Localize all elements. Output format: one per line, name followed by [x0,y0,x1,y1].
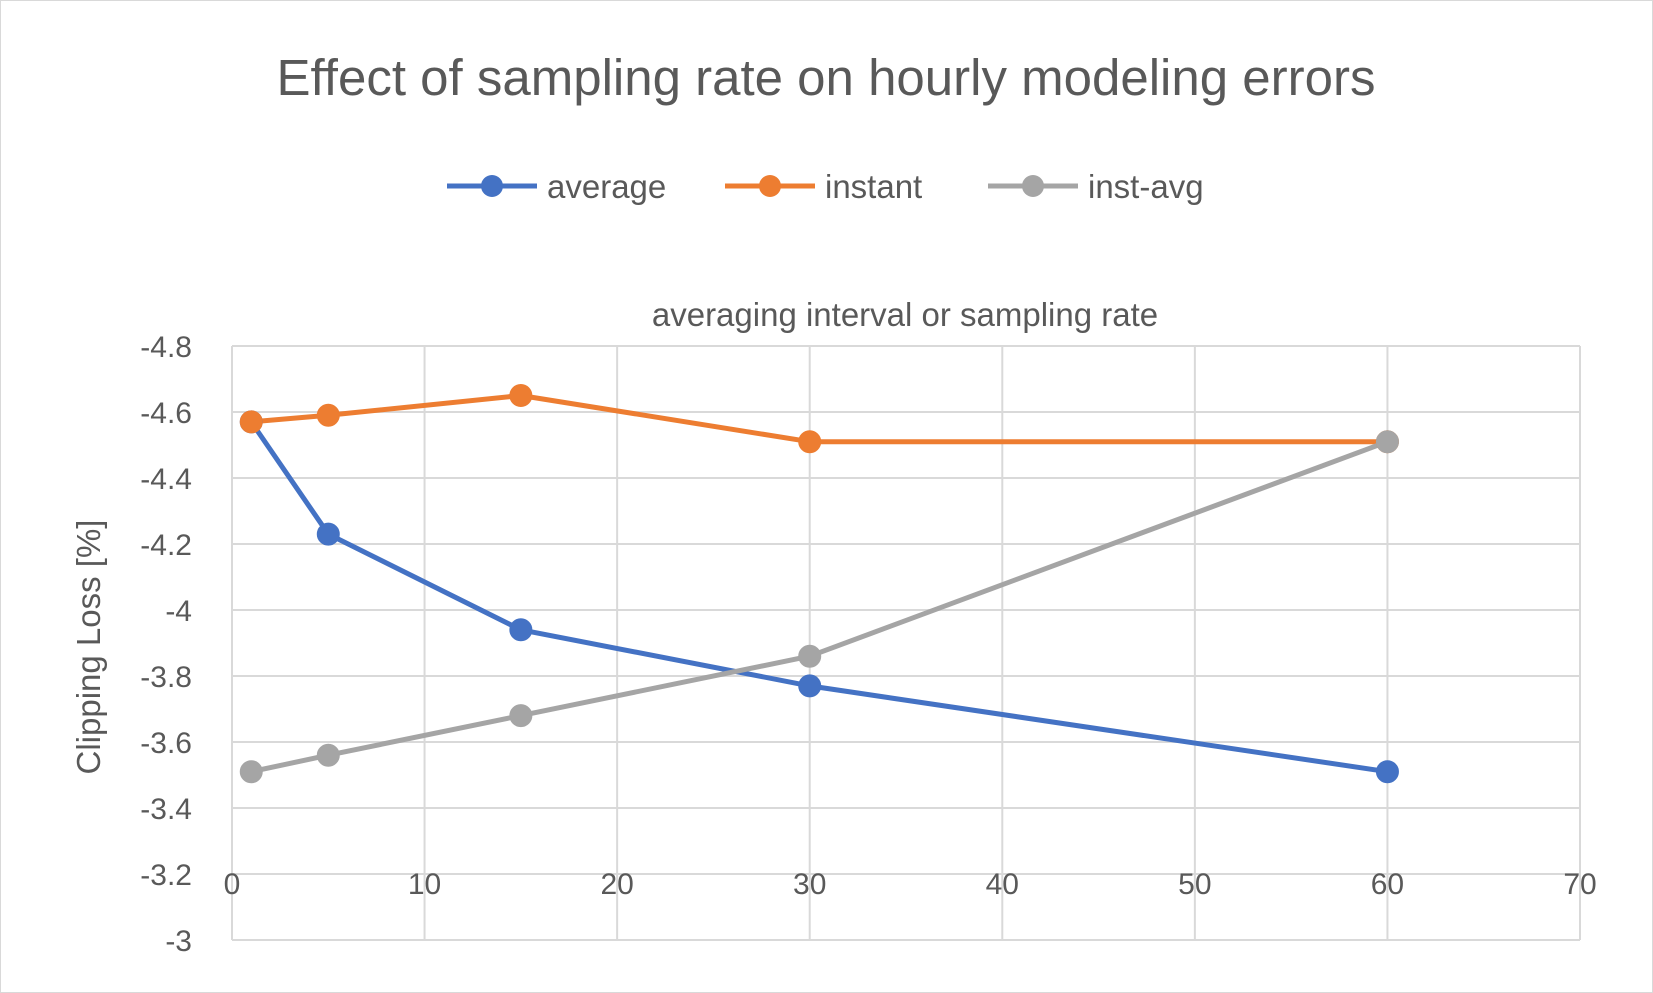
series-line-inst-avg [250,439,1389,775]
y-tick-label: -3 [165,925,192,958]
y-tick-label: -4.2 [140,529,192,562]
legend-marker-inst-avg [1022,175,1044,197]
y-tick-label: -4.8 [140,331,192,364]
y-tick-label: -4 [165,595,192,628]
x-axis-title: averaging interval or sampling rate [652,296,1158,333]
data-point-inst-avg [798,644,822,668]
data-point-instant [239,410,263,434]
y-tick-label: -3.2 [140,859,192,892]
x-tick-label: 30 [793,868,826,901]
y-tick-label: -3.4 [140,793,192,826]
x-tick-label: 40 [986,868,1019,901]
series-line-instant [251,393,1388,445]
x-tick-label: 50 [1178,868,1211,901]
legend-label-instant: instant [825,168,922,205]
data-point-average [509,618,533,642]
x-tick-label: 10 [408,868,441,901]
series-group [239,384,1399,784]
data-point-inst-avg [316,743,340,767]
chart-title: Effect of sampling rate on hourly modeli… [277,49,1376,106]
legend-label-average: average [547,168,666,205]
x-tick-label: 70 [1563,868,1596,901]
data-point-inst-avg [1375,430,1399,454]
x-tick-label: 20 [600,868,633,901]
data-point-inst-avg [509,704,533,728]
x-tick-label: 0 [224,868,241,901]
legend-marker-average [481,175,503,197]
legend: average instant inst-avg [447,168,1204,205]
x-tick-label: 60 [1371,868,1404,901]
data-point-instant [509,384,533,407]
data-point-instant [798,430,822,454]
data-point-average [798,674,822,698]
legend-marker-instant [759,175,781,197]
data-point-average [1375,760,1399,784]
y-tick-labels: -4.8 -4.6 -4.4 -4.2 -4 -3.8 -3.6 -3.4 -3.2 -3 [140,331,192,958]
y-tick-label: -3.6 [140,727,192,760]
y-tick-label: -4.6 [140,397,192,430]
gridlines [231,345,1581,941]
legend-label-inst-avg: inst-avg [1088,168,1204,205]
data-point-average [316,522,340,546]
data-point-inst-avg [239,760,263,784]
y-tick-label: -3.8 [140,661,192,694]
x-tick-labels: 0 10 20 30 40 50 60 70 [224,868,1597,901]
series-line-average [249,420,1388,775]
y-axis-title: Clipping Loss [%] [70,520,107,775]
y-tick-label: -4.4 [140,463,192,496]
data-point-instant [316,403,340,427]
